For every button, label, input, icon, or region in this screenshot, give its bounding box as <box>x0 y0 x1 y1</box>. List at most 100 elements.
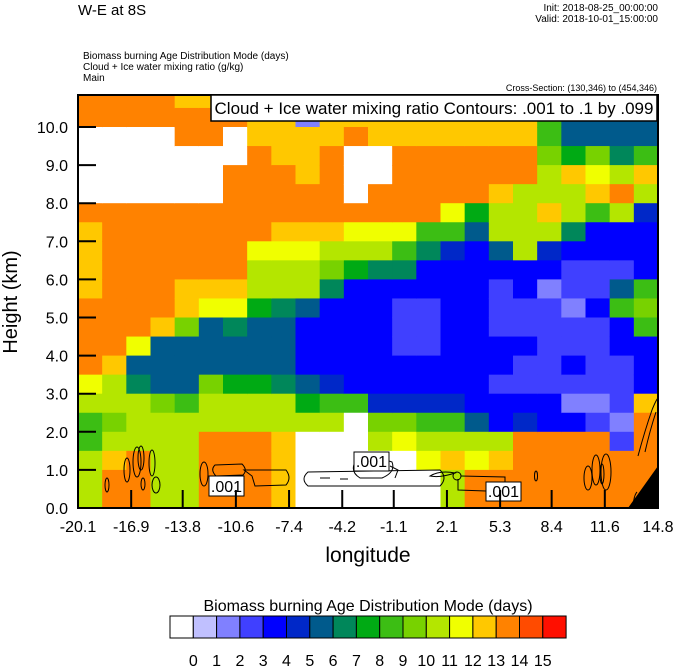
field-cell <box>271 260 297 280</box>
contour-line <box>600 453 612 491</box>
field-cell <box>488 317 514 338</box>
field-cell <box>585 241 611 261</box>
field-cell <box>78 165 103 185</box>
field-cell <box>585 336 611 357</box>
field-cell <box>416 431 442 452</box>
field-cell <box>609 317 635 338</box>
field-cell <box>609 298 635 319</box>
field-cell <box>416 450 442 471</box>
field-cell <box>126 412 152 433</box>
field-label-contour: Cloud + Ice water mixing ratio (g/kg) <box>83 62 243 73</box>
field-cell <box>343 393 369 414</box>
field-cell <box>585 127 611 147</box>
field-cell <box>392 298 417 319</box>
x-tick-label: -4.2 <box>328 519 356 536</box>
field-label-shaded: Biomass burning Age Distribution Mode (d… <box>83 51 289 62</box>
field-cell <box>368 412 393 433</box>
field-cell <box>513 336 538 357</box>
field-cell <box>464 488 490 509</box>
colorbar-label: 11 <box>441 653 458 667</box>
field-cell <box>174 279 200 300</box>
field-cell <box>223 355 248 376</box>
field-cell <box>416 469 442 490</box>
x-tick-label: -13.8 <box>164 519 201 536</box>
field-cell <box>319 317 345 338</box>
field-cell <box>343 127 369 147</box>
colorbar-label: 0 <box>189 653 198 667</box>
contour-label: .001 <box>356 454 387 471</box>
colorbar-label: 6 <box>329 653 338 667</box>
field-cell <box>150 279 176 300</box>
field-cell <box>488 127 514 147</box>
field-cell <box>295 450 321 471</box>
field-cell <box>174 127 200 147</box>
field-cell <box>440 222 466 242</box>
field-cell <box>440 203 466 223</box>
field-cell <box>633 127 659 147</box>
contour-info-box <box>210 94 658 122</box>
field-cell <box>102 222 127 242</box>
field-cell <box>561 203 587 223</box>
field-cell <box>247 355 272 376</box>
field-cell <box>440 241 466 261</box>
field-cell <box>633 222 659 242</box>
field-cell <box>585 393 611 414</box>
field-cell <box>416 279 442 300</box>
field-cell <box>585 146 611 166</box>
field-cell <box>585 184 611 204</box>
field-cell <box>585 431 611 452</box>
field-cell <box>295 260 321 280</box>
y-tick-label: 3.0 <box>46 387 68 404</box>
shaded-field <box>78 95 659 509</box>
field-cell <box>102 127 127 147</box>
colorbar-label: 10 <box>417 653 435 667</box>
field-cell <box>150 374 176 395</box>
field-cell <box>102 260 127 280</box>
field-cell <box>271 184 297 204</box>
field-cell <box>126 146 152 166</box>
colorbar-swatch <box>169 615 194 639</box>
field-cell <box>295 184 321 204</box>
field-cell <box>392 165 417 185</box>
field-cell <box>343 260 369 280</box>
field-cell <box>150 146 176 166</box>
field-cell <box>488 355 514 376</box>
contour-line <box>199 461 209 487</box>
field-cell <box>174 393 200 414</box>
field-cell <box>319 469 345 490</box>
colorbar-label: 14 <box>511 653 529 667</box>
field-cell <box>513 412 538 433</box>
field-cell <box>464 260 490 280</box>
field-cell <box>295 279 321 300</box>
field-cell <box>537 317 562 338</box>
field-cell <box>295 488 321 509</box>
field-cell <box>633 146 659 166</box>
field-cell <box>513 203 538 223</box>
field-cell <box>537 431 562 452</box>
y-tick-label: 7.0 <box>46 234 68 251</box>
field-cell <box>198 393 224 414</box>
field-cell <box>247 260 272 280</box>
field-cell <box>198 127 224 147</box>
field-cell <box>174 260 200 280</box>
field-cell <box>392 203 417 223</box>
field-cell <box>223 146 248 166</box>
field-cell <box>126 317 152 338</box>
field-cell <box>464 469 490 490</box>
field-cell <box>513 279 538 300</box>
y-tick-label: 9.0 <box>46 158 68 175</box>
field-cell <box>150 336 176 357</box>
field-cell <box>513 450 538 471</box>
field-cell <box>198 222 224 242</box>
field-cell <box>585 222 611 242</box>
field-cell <box>319 450 345 471</box>
field-cell <box>174 450 200 471</box>
field-cell <box>247 450 272 471</box>
field-cell <box>78 336 103 357</box>
field-cell <box>416 165 442 185</box>
field-cell <box>464 165 490 185</box>
field-cell <box>271 165 297 185</box>
field-cell <box>174 431 200 452</box>
field-cell <box>271 450 297 471</box>
field-cell <box>561 260 587 280</box>
